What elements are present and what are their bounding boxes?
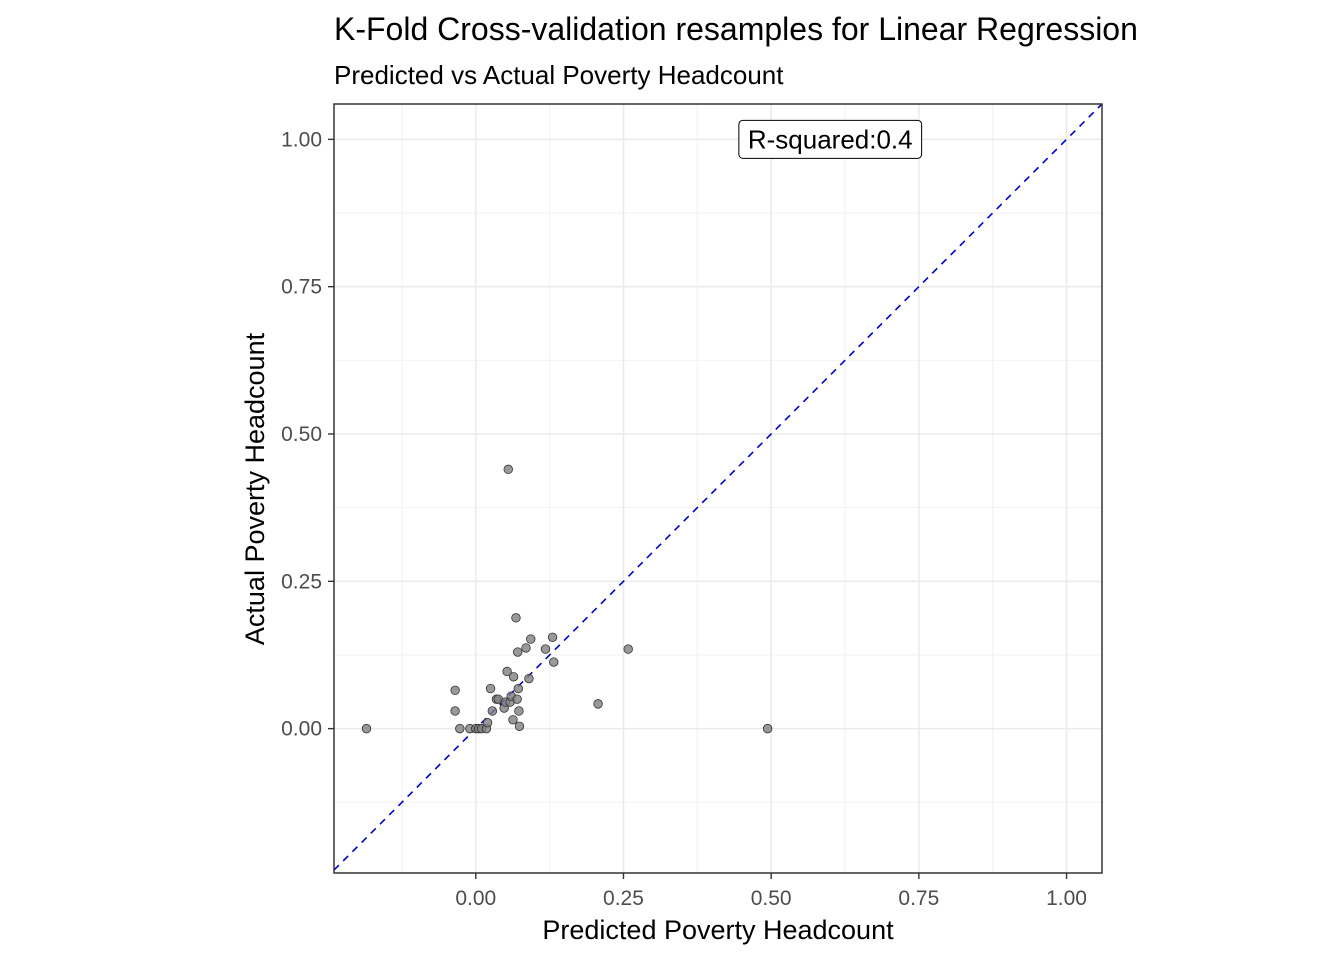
data-point (502, 666, 512, 677)
data-point (450, 685, 460, 696)
data-point (514, 706, 524, 716)
data-point (455, 723, 465, 734)
data-point (513, 647, 523, 657)
data-point (762, 723, 773, 734)
chart-subtitle: Predicted vs Actual Poverty Headcount (334, 60, 784, 90)
data-point (482, 718, 493, 728)
data-point (547, 632, 558, 642)
reference-line (333, 103, 1103, 871)
data-point (513, 683, 524, 694)
data-point (508, 672, 519, 682)
x-tick-label: 0.00 (455, 887, 496, 910)
chart-title: K-Fold Cross-validation resamples for Li… (334, 11, 1138, 47)
panel-border (333, 103, 1103, 874)
data-point (503, 464, 513, 475)
r-squared-box (738, 119, 923, 159)
data-point (549, 657, 559, 667)
data-point (512, 694, 522, 704)
annotation-layer: R-squared:0.4 (738, 119, 923, 159)
data-point (508, 715, 518, 725)
data-point (524, 673, 534, 684)
data-point (487, 706, 498, 716)
x-tick-label: 0.50 (751, 887, 792, 910)
points-layer (361, 464, 773, 734)
y-tick-label: 0.25 (281, 570, 322, 593)
reference-line-layer (333, 103, 1103, 871)
x-tick-label: 0.75 (898, 887, 939, 910)
data-point (623, 644, 633, 654)
x-tick-label: 1.00 (1046, 887, 1087, 910)
x-axis-title: Predicted Poverty Headcount (542, 915, 894, 945)
data-point (526, 634, 536, 644)
x-tick-label: 0.25 (603, 887, 644, 910)
y-tick-label: 0.00 (281, 718, 322, 741)
data-point (521, 643, 531, 653)
data-point (593, 699, 603, 709)
y-tick-label: 0.50 (281, 423, 322, 446)
data-point (540, 644, 551, 654)
data-point (361, 723, 372, 734)
y-tick-label: 1.00 (281, 128, 322, 151)
y-axis-ticks: 0.00 0.25 0.50 0.75 1.00 (281, 128, 334, 741)
data-point (514, 721, 525, 731)
data-point (450, 706, 460, 716)
r-squared-label: R-squared:0.4 (748, 124, 913, 154)
y-axis-title: Actual Poverty Headcount (240, 332, 270, 645)
x-axis-ticks: 0.00 0.25 0.50 0.75 1.00 (455, 873, 1087, 910)
data-point (511, 613, 521, 623)
data-point (485, 683, 496, 694)
grid (334, 104, 1102, 873)
y-tick-label: 0.75 (281, 276, 322, 299)
